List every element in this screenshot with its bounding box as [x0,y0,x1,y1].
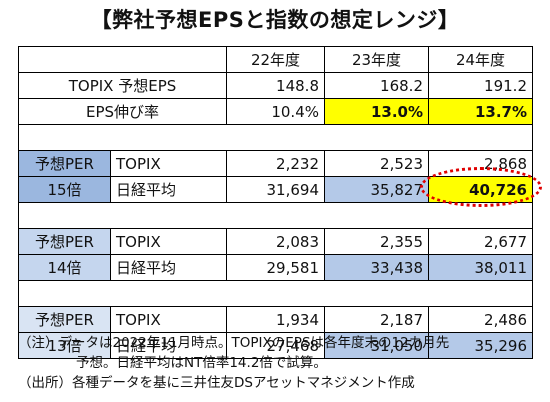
growth-row: EPS伸び率 10.4% 13.0% 13.7% [18,98,533,125]
year-header: 22年度 [226,46,325,73]
highlight-circle [420,167,542,207]
footnotes: （注）データは2022年11月時点。TOPIXのEPSは各年度末の12カ月先 予… [18,333,538,393]
per14-nikkei-row: 14倍 日経平均 29,581 33,438 38,011 [18,254,533,281]
spacer [18,124,533,151]
growth-label: EPS伸び率 [18,98,227,125]
growth-value: 13.0% [324,98,429,125]
per-label: 予想PER [18,228,111,255]
growth-value: 13.7% [428,98,533,125]
year-header: 24年度 [428,46,533,73]
nikkei-value: 31,050 [324,332,429,359]
growth-value: 10.4% [226,98,325,125]
eps-value: 148.8 [226,72,325,99]
eps-row: TOPIX 予想EPS 148.8 168.2 191.2 [18,72,533,99]
per14-topix-row: 予想PER TOPIX 2,083 2,355 2,677 [18,228,533,255]
spacer [18,202,533,229]
row-label: TOPIX [110,150,227,177]
topix-value: 2,677 [428,228,533,255]
topix-value: 2,232 [226,150,325,177]
per-multiple: 15倍 [18,176,111,203]
eps-value: 191.2 [428,72,533,99]
nikkei-value: 35,827 [324,176,429,203]
eps-label: TOPIX 予想EPS [18,72,227,99]
topix-value: 2,523 [324,150,429,177]
topix-value: 2,486 [428,306,533,333]
nikkei-value: 38,011 [428,254,533,281]
spacer [18,280,533,307]
per-label: 予想PER [18,150,111,177]
topix-value: 2,187 [324,306,429,333]
year-header: 23年度 [324,46,429,73]
page-title: 【弊社予想EPSと指数の想定レンジ】 [90,8,460,32]
header-corner [18,46,227,73]
nikkei-value: 33,438 [324,254,429,281]
header-row: 22年度 23年度 24年度 [18,46,533,73]
per15-topix-row: 予想PER TOPIX 2,232 2,523 2,868 [18,150,533,177]
row-label: TOPIX [110,306,227,333]
row-label: 日経平均 [110,332,227,359]
nikkei-value: 31,694 [226,176,325,203]
note-line: 予想。日経平均はNT倍率14.2倍で試算。 [76,355,327,371]
row-label: 日経平均 [110,254,227,281]
eps-value: 168.2 [324,72,429,99]
note-line: （注）データは2022年11月時点。TOPIXのEPSは各年度末の12カ月先 [18,335,450,351]
row-label: TOPIX [110,228,227,255]
topix-value: 2,355 [324,228,429,255]
per-label: 予想PER [18,306,111,333]
topix-value: 1,934 [226,306,325,333]
nikkei-value: 27,468 [226,332,325,359]
nikkei-value: 35,296 [428,332,533,359]
source-line: （出所）各種データを基に三井住友DSアセットマネジメント作成 [18,375,415,391]
nikkei-value: 29,581 [226,254,325,281]
per-multiple: 14倍 [18,254,111,281]
topix-value: 2,083 [226,228,325,255]
per13-topix-row: 予想PER TOPIX 1,934 2,187 2,486 [18,306,533,333]
row-label: 日経平均 [110,176,227,203]
per-multiple: 13倍 [18,332,111,359]
per13-nikkei-row: 13倍 日経平均 27,468 31,050 35,296 [18,332,533,359]
